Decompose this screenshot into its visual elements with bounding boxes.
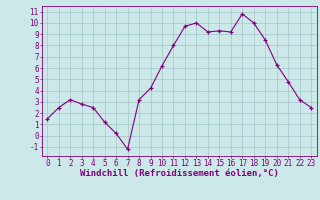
- X-axis label: Windchill (Refroidissement éolien,°C): Windchill (Refroidissement éolien,°C): [80, 169, 279, 178]
